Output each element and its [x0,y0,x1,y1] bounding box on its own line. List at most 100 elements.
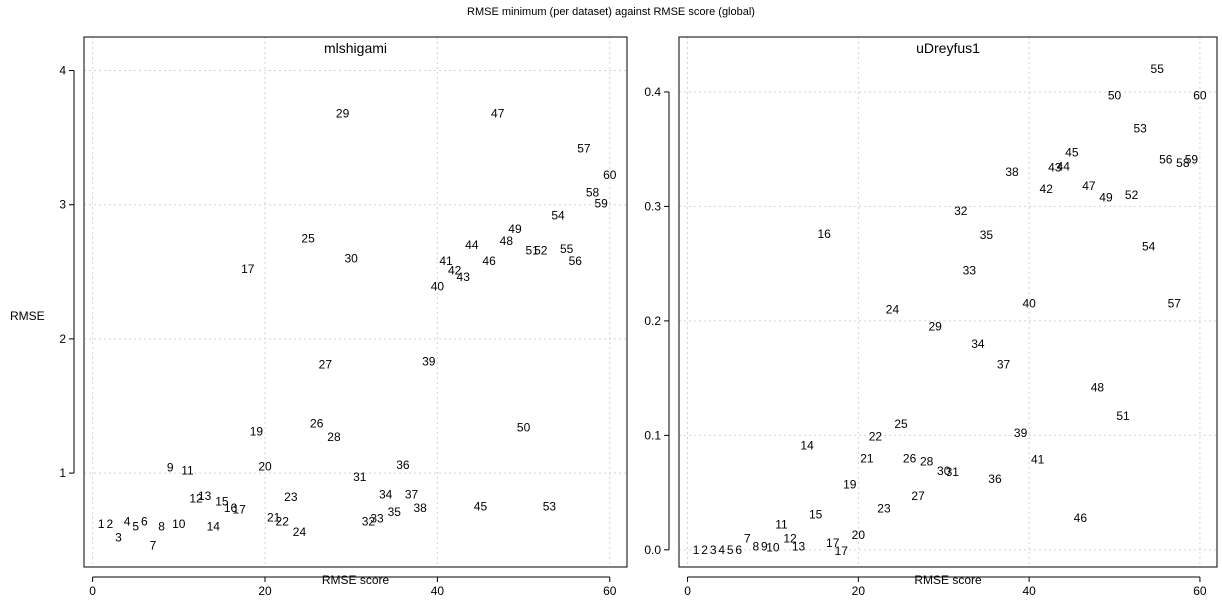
y-tick-label: 3 [59,198,66,212]
data-point-label: 7 [150,539,157,553]
data-point-label: 46 [482,254,496,268]
y-tick-label: 0.0 [644,543,661,557]
data-point-label: 11 [181,463,194,477]
data-point-label: 46 [1074,511,1088,525]
data-point-label: 57 [1168,297,1182,311]
data-point-label: 53 [1133,122,1147,136]
x-tick-label: 0 [89,584,96,598]
x-tick-label: 40 [1022,584,1036,598]
plot-frame [83,36,628,568]
data-point-label: 42 [1040,182,1054,196]
data-point-label: 31 [353,470,367,484]
x-tick-label: 60 [603,584,617,598]
data-point-label: 60 [603,168,617,182]
data-point-label: 60 [1193,88,1207,102]
data-point-label: 15 [809,507,823,521]
data-point-label: 59 [1185,152,1199,166]
data-point-label: 20 [258,459,272,473]
data-point-label: 9 [167,461,174,475]
data-point-label: 34 [379,488,393,502]
panel-title: mlshigami [324,40,387,56]
data-point-label: 8 [753,539,760,553]
data-point-label: 21 [267,510,281,524]
data-point-label: 5 [727,543,734,557]
data-point-label: 45 [1065,146,1079,160]
data-point-label: 26 [903,451,917,465]
x-tick-label: 20 [852,584,866,598]
data-point-label: 38 [413,501,427,515]
data-point-label: 39 [1014,426,1028,440]
data-point-label: 52 [534,243,548,257]
y-tick-label: 2 [59,332,66,346]
data-point-label: 52 [1125,188,1139,202]
data-point-label: 25 [301,231,315,245]
data-point-label: 11 [775,518,788,532]
data-point-label: 51 [526,243,540,257]
data-point-label: 58 [1176,156,1190,170]
data-point-label: 44 [1057,159,1071,173]
data-point-label: 55 [560,242,574,256]
data-point-label: 12 [189,492,203,506]
data-point-label: 19 [843,478,857,492]
data-point-label: 40 [1022,297,1036,311]
data-point-label: 39 [422,355,436,369]
data-point-label: 22 [869,430,883,444]
data-point-label: 30 [937,464,951,478]
data-point-label: 34 [971,337,985,351]
y-tick-label: 1 [59,466,66,480]
data-point-label: 43 [457,270,471,284]
x-axis-label: RMSE score [322,573,390,587]
data-point-label: 13 [198,489,212,503]
data-point-label: 42 [448,263,462,277]
data-point-label: 33 [370,512,384,526]
data-point-label: 8 [158,520,165,534]
data-point-label: 40 [431,280,445,294]
data-point-label: 48 [1091,380,1105,394]
data-point-label: 7 [744,531,751,545]
data-point-label: 48 [500,234,514,248]
data-point-label: 44 [465,238,479,252]
data-point-label: 2 [701,543,708,557]
y-tick-label: 0.4 [644,85,661,99]
figure-title: RMSE minimum (per dataset) against RMSE … [467,6,755,18]
data-point-label: 10 [172,517,186,531]
data-point-label: 32 [954,204,968,218]
data-point-label: 36 [396,458,410,472]
data-point-label: 29 [929,320,943,334]
data-point-label: 4 [124,514,131,528]
data-point-label: 47 [491,106,505,120]
data-point-label: 20 [852,528,866,542]
data-point-label: 35 [388,505,402,519]
x-axis-label: RMSE score [914,573,982,587]
x-tick-label: 40 [431,584,445,598]
data-point-label: 30 [345,251,359,265]
data-point-label: 28 [327,430,341,444]
data-point-label: 50 [1108,88,1122,102]
data-point-label: 10 [766,541,780,555]
data-point-label: 43 [1048,160,1062,174]
data-point-label: 23 [877,502,891,516]
data-point-label: 1 [98,517,105,531]
data-point-label: 16 [817,227,831,241]
data-point-label: 57 [577,141,591,155]
data-point-label: 55 [1151,62,1165,76]
data-point-label: 38 [1005,165,1019,179]
data-point-label: 22 [276,514,290,528]
data-point-label: 28 [920,455,934,469]
data-point-label: 54 [1142,239,1156,253]
data-point-label: 23 [284,490,298,504]
data-point-label: 49 [1099,190,1113,204]
data-point-label: 24 [886,302,900,316]
x-tick-label: 0 [684,584,691,598]
data-point-label: 4 [718,543,725,557]
data-point-label: 58 [586,186,600,200]
data-point-label: 45 [474,500,488,514]
data-point-label: 3 [115,530,122,544]
y-tick-label: 0.3 [644,199,661,213]
data-point-label: 37 [405,488,419,502]
data-point-label: 56 [1159,152,1173,166]
y-tick-label: 0.2 [644,314,661,328]
data-point-label: 47 [1082,179,1096,193]
data-point-label: 16 [224,501,238,515]
